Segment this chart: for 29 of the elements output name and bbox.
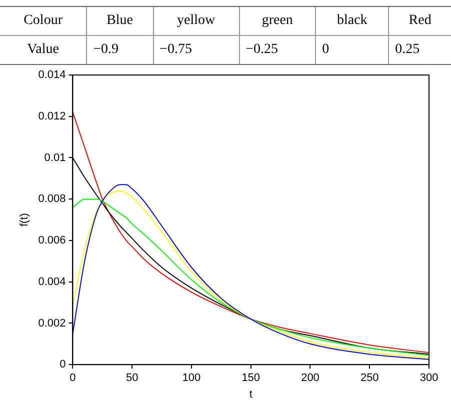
text: Value <box>0 36 87 64</box>
text: Colour <box>0 6 87 36</box>
x-tick-label: 150 <box>242 372 260 384</box>
y-tick-label: 0 <box>60 358 66 371</box>
text: 0.25 <box>388 36 451 64</box>
y-tick-label: 0.014 <box>38 69 66 82</box>
y-tick-label: 0.012 <box>38 110 66 122</box>
y-tick-label: 0.01 <box>44 152 66 164</box>
text: −0.9 <box>86 36 154 64</box>
x-axis-title: t <box>249 388 252 400</box>
y-axis-title: f(t) <box>18 213 31 227</box>
text: −0.75 <box>153 36 240 64</box>
x-tick-label: 0 <box>70 372 76 384</box>
y-tick-label: 0.004 <box>38 276 66 288</box>
x-tick-label: 250 <box>360 372 379 384</box>
text: green <box>239 6 316 36</box>
text: 0 <box>316 36 389 64</box>
x-tick-label: 50 <box>126 372 138 384</box>
text: −0.25 <box>239 36 316 64</box>
y-tick-label: 0.006 <box>38 234 66 247</box>
text: black <box>316 6 389 36</box>
text: Blue <box>86 6 154 36</box>
x-tick-label: 300 <box>420 372 438 384</box>
y-tick-label: 0.008 <box>38 193 66 206</box>
x-tick-label: 200 <box>301 372 320 384</box>
y-tick-label: 0.002 <box>38 317 66 330</box>
x-tick-label: 100 <box>182 372 201 384</box>
text: yellow <box>153 6 240 36</box>
text: Red <box>388 6 451 36</box>
